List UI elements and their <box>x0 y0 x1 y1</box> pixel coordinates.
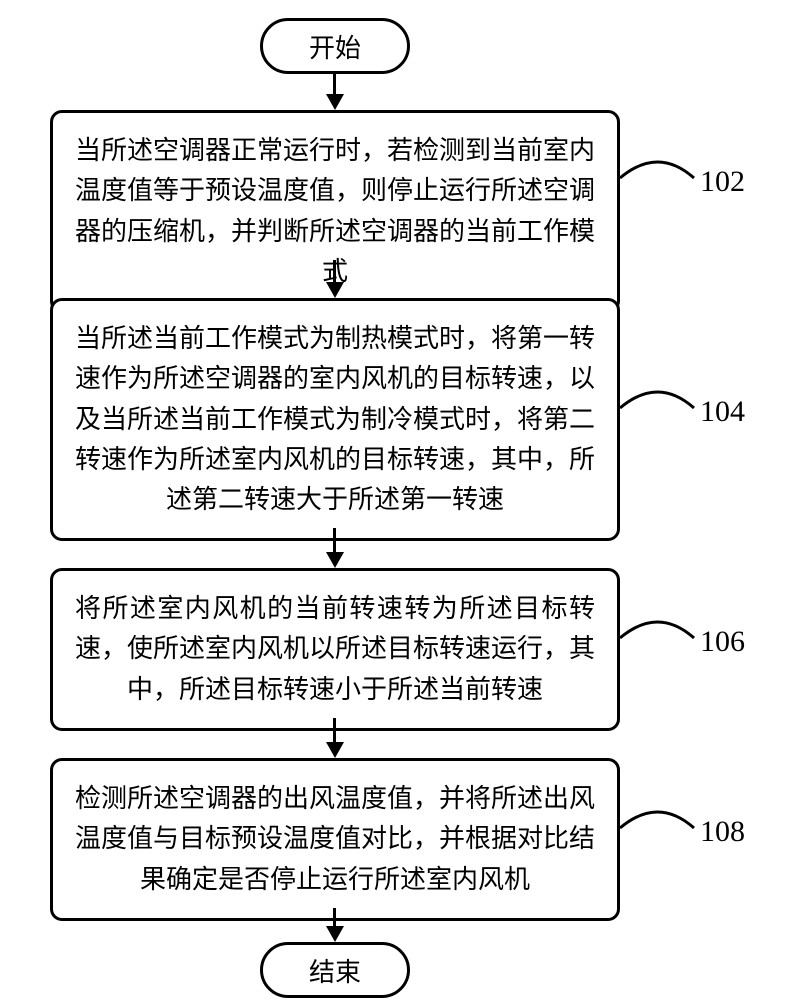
process-step-2: 当所述当前工作模式为制热模式时，将第一转速作为所述空调器的室内风机的目标转速，以… <box>50 298 620 541</box>
step-label-1: 102 <box>700 165 745 199</box>
edge-step3-step4 <box>333 718 336 744</box>
arrowhead-1 <box>326 94 344 110</box>
label-connector-3 <box>618 612 698 660</box>
process-step-3: 将所述室内风机的当前转速转为所述目标转速，使所述室内风机以所述目标转速运行，其中… <box>50 568 620 731</box>
edge-step4-end <box>333 908 336 928</box>
step-label-3: 106 <box>700 625 745 659</box>
step-label-2: 104 <box>700 395 745 429</box>
end-label: 结束 <box>309 952 361 989</box>
label-connector-1 <box>618 152 698 200</box>
arrowhead-2 <box>326 282 344 298</box>
label-connector-2 <box>618 382 698 430</box>
process-step-3-text: 将所述室内风机的当前转速转为所述目标转速，使所述室内风机以所述目标转速运行，其中… <box>75 594 595 704</box>
start-node: 开始 <box>260 18 410 74</box>
process-step-2-text: 当所述当前工作模式为制热模式时，将第一转速作为所述空调器的室内风机的目标转速，以… <box>75 324 595 514</box>
arrowhead-3 <box>326 552 344 568</box>
edge-start-step1 <box>333 74 336 96</box>
end-node: 结束 <box>260 942 410 998</box>
start-label: 开始 <box>309 28 361 65</box>
process-step-4-text: 检测所述空调器的出风温度值，并将所述出风温度值与目标预设温度值对比，并根据对比结… <box>75 784 595 894</box>
label-connector-4 <box>618 802 698 850</box>
arrowhead-4 <box>326 742 344 758</box>
edge-step1-step2 <box>333 260 336 284</box>
edge-step2-step3 <box>333 528 336 554</box>
step-label-4: 108 <box>700 815 745 849</box>
flowchart-container: 开始 当所述空调器正常运行时，若检测到当前室内温度值等于预设温度值，则停止运行所… <box>0 0 792 1000</box>
process-step-4: 检测所述空调器的出风温度值，并将所述出风温度值与目标预设温度值对比，并根据对比结… <box>50 758 620 921</box>
arrowhead-5 <box>326 926 344 942</box>
